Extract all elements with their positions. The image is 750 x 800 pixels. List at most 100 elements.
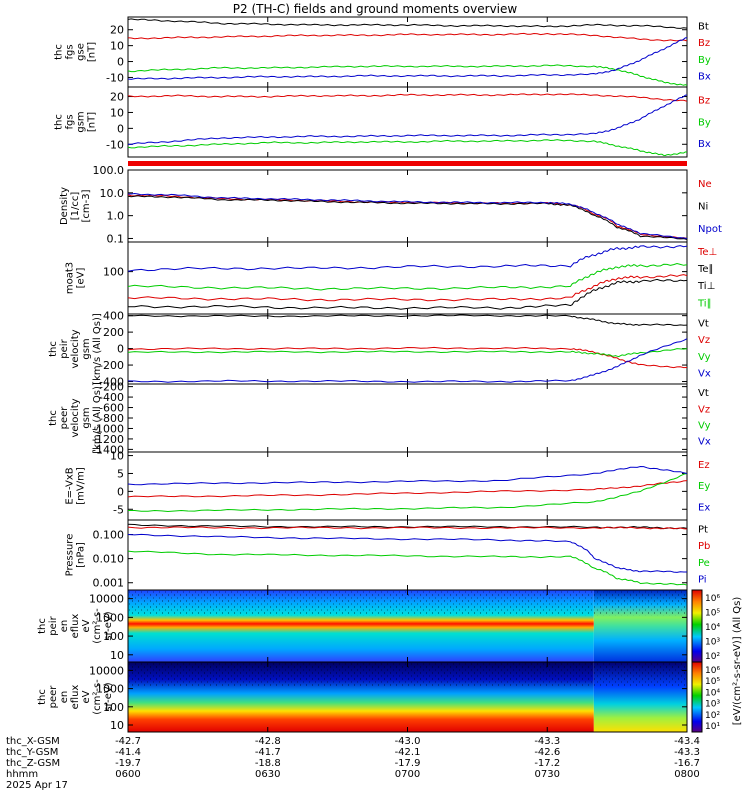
y-tick-label: -200 [99,381,124,394]
x-axis-value: 0630 [255,769,280,780]
x-axis-value: -43.3 [534,736,560,747]
y-axis-label: [nPa] [76,542,87,568]
panel-density: 100.0 10.0 1.0 0.1 [93,164,688,245]
colorbar-tick-label: 10¹ [705,722,720,732]
y-tick-label: 100.0 [93,164,125,177]
y-tick-label: 20 [110,91,124,104]
y-axis-label: thc [37,618,48,634]
y-axis-label: fgs [65,114,76,129]
y-tick-label: 10 [110,719,124,732]
x-axis-value: 0600 [115,769,140,780]
y-tick-label: 100 [103,630,124,643]
x-axis-value: -42.6 [534,747,560,758]
y-axis-label: (cm²-s- [92,679,103,715]
panel-temperature: 100 [103,241,688,315]
series-line-Vz [128,346,687,369]
legend-By: By [698,117,711,128]
y-axis-label: eV [81,690,92,703]
legend-Vt: Vt [698,388,709,399]
y-axis-label: velocity [70,398,81,437]
y-axis-label: gsm [81,407,92,428]
y-axis-label: peer [59,406,70,430]
legend-By: By [698,55,711,66]
series-line-Bx [128,37,687,80]
y-tick-label: -1200 [92,433,124,446]
y-tick-label: 100 [103,701,124,714]
panel-pressure: 0.100 0.010 0.001 [93,519,688,591]
legend-Ti∥: Ti∥ [697,298,712,309]
y-axis-label: [mV/m] [76,467,87,505]
x-axis-row-label: thc_X-GSM [6,736,60,747]
y-axis-label: thc [48,410,59,426]
colorbar-segment [691,589,703,663]
y-axis-label: thc [54,114,65,130]
y-tick-label: -800 [99,412,124,425]
y-tick-label: 1000 [96,683,124,696]
series-line-By [128,64,687,86]
legend-Ti⊥: Ti⊥ [697,281,715,292]
x-axis-value: -43.0 [395,736,421,747]
x-axis-value: -18.8 [255,758,281,769]
x-axis-value: 0730 [535,769,560,780]
y-tick-label: -400 [99,391,124,404]
panel-fgs_gse: 20 10 0 -10 [106,16,688,88]
legend-Bt: Bt [698,22,709,33]
y-tick-label: 400 [103,310,124,323]
x-axis-value: -16.7 [674,758,700,769]
y-tick-label: 100 [103,266,124,279]
series-line-Ni [128,195,687,240]
panel-frame [127,383,688,453]
panel-peer_velocity: -200-400-600-800-1000-1200-1400 [92,381,688,456]
y-tick-label: -1400 [92,443,124,456]
panel-frame [127,169,688,243]
y-tick-label: 5 [117,467,124,480]
legend-Vz: Vz [698,404,710,415]
y-axis-label: peer [48,685,59,709]
legend-Pt: Pt [698,525,708,536]
legend-Ni: Ni [698,201,708,212]
y-tick-label: 0 [117,122,124,135]
colorbar-tick-label: 10⁵ [705,609,720,619]
panel-peer_spectrogram: 10000 1000 100 10 [89,661,688,733]
colorbar-tick-label: 10⁶ [705,666,720,676]
y-tick-label: 1000 [96,611,124,624]
y-axis-label: thc [37,689,48,705]
series-line-Ey [128,473,687,513]
colorbar-tick-label: 10² [705,711,720,721]
legend-Bx: Bx [698,72,711,83]
colorbar-tick-label: 10⁶ [705,594,720,604]
colorbar-tick-label: 10³ [705,700,720,710]
legend-Bz: Bz [698,38,710,49]
y-tick-label: 200 [103,326,124,339]
series-line-Ti⊥ [128,245,687,272]
panel-frame [127,313,688,385]
legend-Vz: Vz [698,335,710,346]
x-axis-row-label: thc_Z-GSM [6,758,60,769]
colorbar: 10⁶10⁵10⁴10³10²10⁶10⁵10⁴10³10²10¹[eV/(cm… [691,589,743,733]
panel-frame [127,86,688,158]
y-tick-label: 0 [117,56,124,69]
x-axis-value: 0800 [674,769,699,780]
y-tick-label: 10000 [89,664,124,677]
series-line-Npot [128,192,687,239]
y-tick-label: -5 [113,503,124,516]
series-line-Bz [128,32,687,42]
y-axis-label: gsm [76,111,87,132]
y-axis-label: thc [54,44,65,60]
legend-Ez: Ez [698,460,710,471]
x-axis-value: -43.4 [674,736,700,747]
y-axis-label: Density [59,187,70,225]
x-axis-value: -17.2 [534,758,560,769]
y-tick-label: 0.001 [93,577,125,590]
y-tick-label: 0 [117,485,124,498]
panel-efield: 10 5 0 -5 [110,450,688,521]
legend-Vx: Vx [698,437,711,448]
x-axis-value: -41.4 [115,747,141,758]
x-axis-value: 0700 [395,769,420,780]
colorbar-segment [691,661,703,733]
series-line-Pb [128,526,687,530]
legend-Ey: Ey [698,481,710,492]
y-tick-label: 10 [110,106,124,119]
